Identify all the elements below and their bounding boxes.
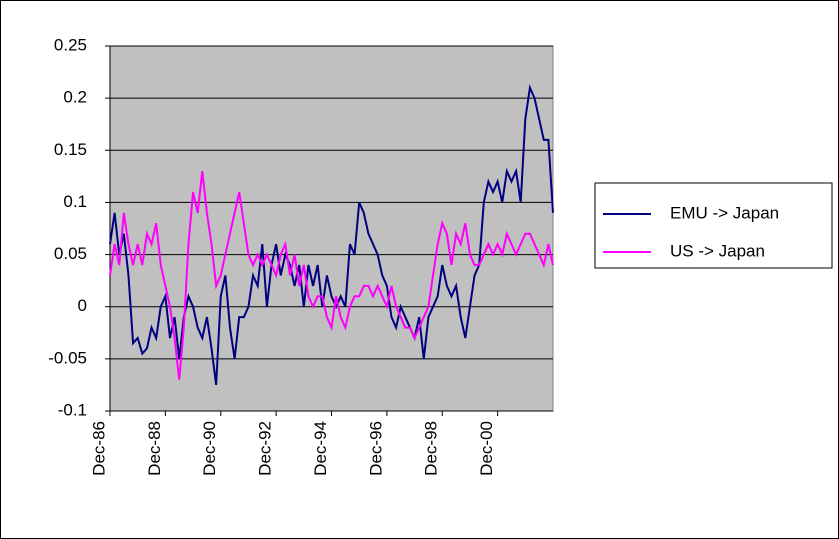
x-tick-label: Dec-92 xyxy=(256,421,275,476)
x-tick-label: Dec-00 xyxy=(477,421,496,476)
y-tick-label: 0.15 xyxy=(54,140,87,159)
y-tick-label: 0.1 xyxy=(63,192,87,211)
x-tick-label: Dec-94 xyxy=(311,421,330,476)
y-tick-label: 0 xyxy=(78,296,87,315)
x-tick-label: Dec-96 xyxy=(366,421,385,476)
y-tick-label: 0.05 xyxy=(54,244,87,263)
x-tick-label: Dec-88 xyxy=(145,421,164,476)
x-tick-label: Dec-86 xyxy=(89,421,108,476)
x-tick-label: Dec-90 xyxy=(200,421,219,476)
y-tick-label: -0.05 xyxy=(48,348,87,367)
legend-label: EMU -> Japan xyxy=(670,203,779,222)
legend xyxy=(594,182,833,269)
x-tick-label: Dec-98 xyxy=(422,421,441,476)
legend-label: US -> Japan xyxy=(670,241,765,260)
y-tick-label: -0.1 xyxy=(58,400,87,419)
y-tick-label: 0.25 xyxy=(54,35,87,54)
y-tick-label: 0.2 xyxy=(63,88,87,107)
series-line xyxy=(109,171,554,380)
